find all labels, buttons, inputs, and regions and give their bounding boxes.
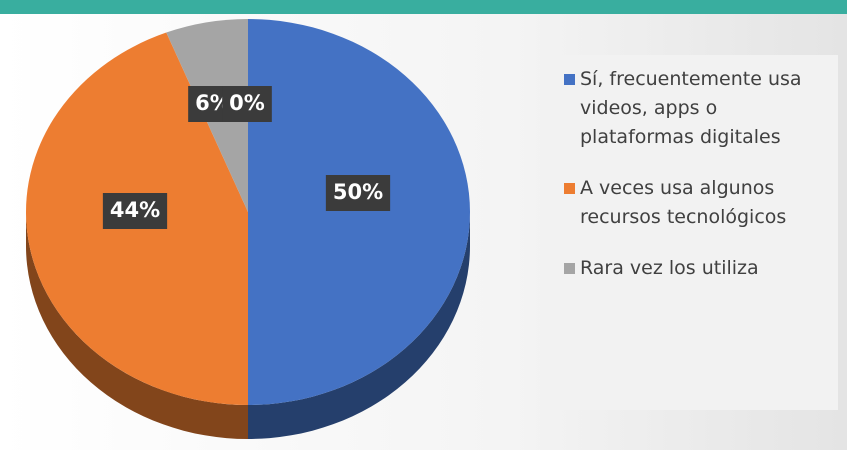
legend: Sí, frecuentemente usa videos, apps o pl…: [558, 55, 838, 410]
data-label: 50%: [325, 175, 391, 211]
legend-label: Sí, frecuentemente usa videos, apps o pl…: [580, 68, 802, 148]
slice-side: [248, 212, 470, 439]
slice-side: [26, 212, 248, 439]
legend-item: Sí, frecuentemente usa videos, apps o pl…: [564, 65, 832, 152]
data-label-text: 50%: [333, 180, 383, 204]
slice: [248, 19, 470, 405]
legend-item: Rara vez los utiliza: [564, 254, 832, 283]
legend-swatch: [564, 183, 575, 194]
legend-swatch: [564, 263, 575, 274]
legend-swatch: [564, 74, 575, 85]
legend-label: A veces usa algunos recursos tecnológico…: [580, 177, 787, 228]
data-label-text: 44%: [110, 198, 160, 222]
legend-item: A veces usa algunos recursos tecnológico…: [564, 174, 832, 232]
data-label-box: [102, 193, 168, 229]
data-label: 0%: [222, 86, 272, 122]
data-label-text: 0%: [229, 91, 265, 115]
data-label-box: [222, 86, 272, 122]
data-label-box: [325, 175, 391, 211]
data-label: 44%: [102, 193, 168, 229]
header-bar: [0, 0, 847, 14]
legend-label: Rara vez los utiliza: [580, 257, 759, 279]
